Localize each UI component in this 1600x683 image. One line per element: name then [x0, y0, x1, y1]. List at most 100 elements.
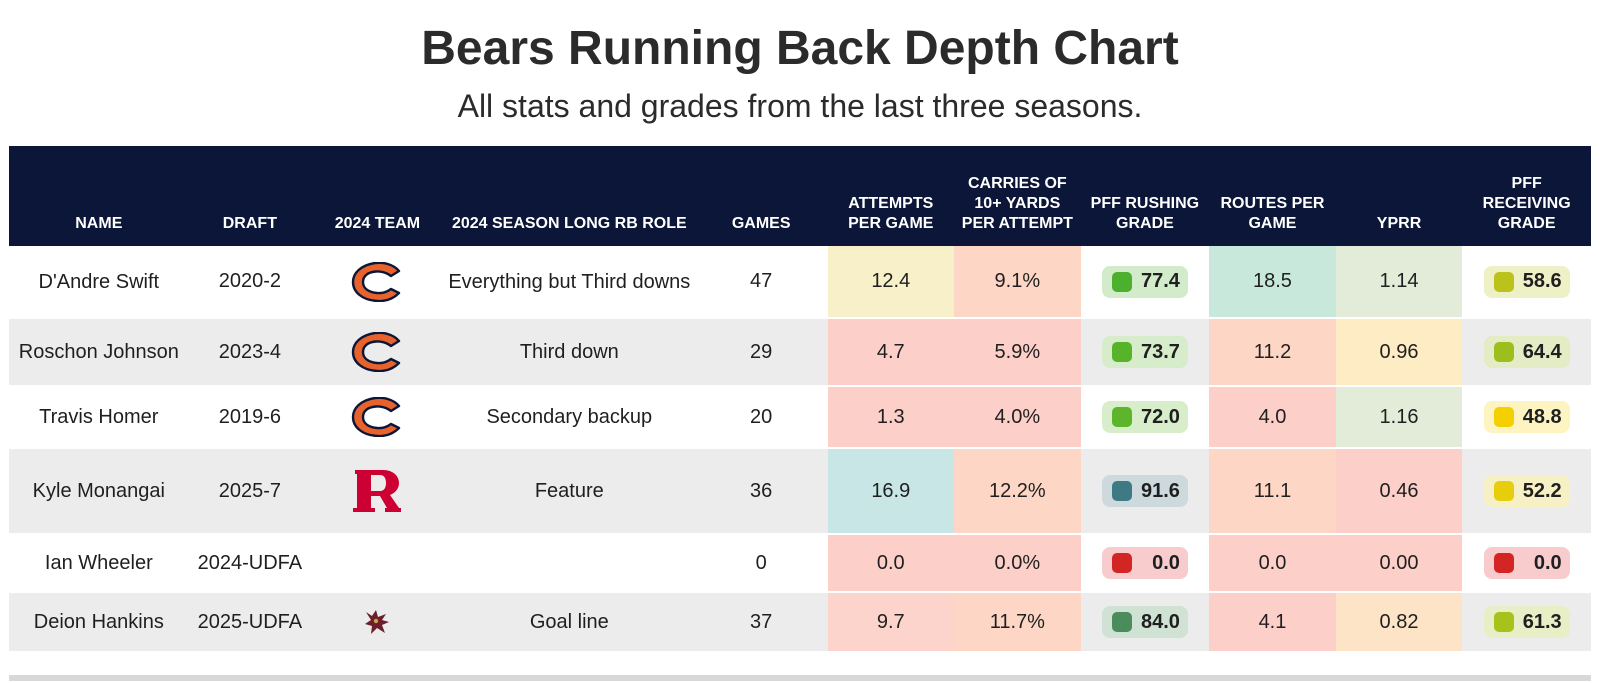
grade-dot: [1111, 407, 1132, 427]
grade-dot: [1493, 481, 1514, 501]
bears-logo-icon: [352, 397, 401, 437]
cell-team: [311, 386, 444, 449]
rutgers-logo-icon: [353, 470, 402, 512]
cell-games: 20: [694, 386, 828, 449]
grade-value: 84.0: [1140, 610, 1180, 633]
cell-attempts-per-game: 12.4: [827, 246, 955, 319]
cell-role: Everything but Third downs: [443, 246, 695, 319]
cell-draft: 2025-7: [188, 448, 312, 535]
cell-yprr: 0.46: [1335, 448, 1463, 535]
header-rushing-grade: PFF RUSHING GRADE: [1080, 146, 1210, 246]
grade-value: 58.6: [1522, 270, 1562, 292]
cell-name: Roschon Johnson: [9, 318, 189, 387]
grade-value: 52.2: [1522, 479, 1562, 502]
cell-games: 0: [694, 534, 828, 593]
header-attempts-per-game: ATTEMPTS PER GAME: [827, 146, 955, 246]
cell-draft: 2024-UDFA: [188, 534, 312, 593]
cell-receiving-grade: 48.8: [1462, 386, 1591, 449]
cell-routes-per-game: 4.0: [1209, 386, 1336, 449]
grade-value: 0.0: [1533, 551, 1562, 574]
grade-dot: [1493, 271, 1514, 292]
cell-carries-10-plus: 0.0%: [954, 534, 1081, 593]
cell-team: [311, 448, 444, 535]
cell-draft: 2025-UDFA: [188, 592, 312, 653]
cell-yprr: 0.96: [1335, 318, 1463, 387]
grade-pill: 84.0: [1101, 606, 1188, 638]
table-row: Ian Wheeler 2024-UDFA 0 0.0 0.0% 0.0 0.0 0.00 0.…: [9, 534, 1591, 593]
grade-pill: 48.8: [1483, 401, 1570, 433]
grade-value: 0.0: [1152, 551, 1180, 574]
cell-role: Feature: [443, 448, 695, 535]
cell-name: Kyle Monangai: [9, 448, 189, 535]
grade-value: 72.0: [1140, 405, 1180, 428]
cell-attempts-per-game: 16.9: [827, 448, 955, 535]
bears-logo-icon: [352, 261, 401, 302]
cell-draft: 2020-2: [188, 246, 312, 319]
texas-state-bobcat-icon: [365, 610, 390, 634]
grade-dot: [1493, 553, 1514, 573]
table-bottom-border: [9, 675, 1591, 681]
cell-team: [311, 592, 444, 653]
cell-receiving-grade: 52.2: [1462, 448, 1591, 535]
cell-name: Travis Homer: [9, 386, 189, 449]
header-routes-per-game: ROUTES PER GAME: [1209, 146, 1336, 246]
grade-pill: 72.0: [1101, 401, 1188, 433]
cell-rushing-grade: 73.7: [1080, 318, 1210, 387]
page-title: Bears Running Back Depth Chart: [421, 22, 1179, 75]
header-receiving-grade: PFF RECEIVING GRADE: [1462, 146, 1591, 246]
cell-routes-per-game: 4.1: [1209, 592, 1336, 653]
cell-attempts-per-game: 4.7: [827, 318, 955, 387]
cell-carries-10-plus: 11.7%: [954, 592, 1081, 653]
grade-pill: 58.6: [1483, 265, 1570, 298]
table-row: Roschon Johnson 2023-4 Third down 29 4.7 5.9%…: [9, 318, 1591, 387]
table-row: D'Andre Swift 2020-2 Everything but Third …: [9, 246, 1591, 319]
cell-routes-per-game: 11.2: [1209, 318, 1336, 387]
cell-yprr: 1.14: [1335, 246, 1463, 319]
header-yprr: YPRR: [1335, 146, 1463, 246]
header-row: NAME DRAFT 2024 TEAM 2024 SEASON LONG RB…: [9, 146, 1591, 246]
grade-pill: 91.6: [1101, 475, 1188, 507]
cell-attempts-per-game: 1.3: [827, 386, 955, 449]
grade-value: 61.3: [1522, 610, 1562, 633]
grade-dot: [1493, 342, 1514, 362]
grade-pill: 0.0: [1101, 547, 1188, 579]
cell-receiving-grade: 0.0: [1462, 534, 1591, 593]
cell-rushing-grade: 0.0: [1080, 534, 1210, 593]
cell-games: 36: [694, 448, 828, 535]
cell-carries-10-plus: 12.2%: [954, 448, 1081, 535]
cell-carries-10-plus: 9.1%: [954, 246, 1081, 319]
header-name: NAME: [9, 146, 189, 246]
grade-value: 91.6: [1140, 479, 1180, 502]
cell-attempts-per-game: 0.0: [827, 534, 955, 593]
cell-receiving-grade: 58.6: [1462, 246, 1591, 319]
page-subtitle: All stats and grades from the last three…: [457, 88, 1143, 124]
table-row: Kyle Monangai 2025-7 Feature 36 16.9 12.2% 91.…: [9, 448, 1591, 535]
grade-dot: [1111, 612, 1132, 632]
cell-carries-10-plus: 5.9%: [954, 318, 1081, 387]
grade-dot: [1111, 342, 1132, 362]
cell-yprr: 1.16: [1335, 386, 1463, 449]
header-role: 2024 SEASON LONG RB ROLE: [443, 146, 695, 246]
grade-value: 73.7: [1140, 340, 1180, 363]
cell-games: 37: [694, 592, 828, 653]
header-carries-10-plus: CARRIES OF 10+ YARDS PER ATTEMPT: [954, 146, 1081, 246]
cell-attempts-per-game: 9.7: [827, 592, 955, 653]
cell-role: [443, 534, 695, 593]
cell-draft: 2019-6: [188, 386, 312, 449]
cell-routes-per-game: 11.1: [1209, 448, 1336, 535]
cell-team: [311, 246, 444, 319]
cell-yprr: 0.82: [1335, 592, 1463, 653]
cell-rushing-grade: 84.0: [1080, 592, 1210, 653]
cell-role: Secondary backup: [443, 386, 695, 449]
cell-yprr: 0.00: [1335, 534, 1463, 593]
cell-role: Goal line: [443, 592, 695, 653]
grade-pill: 73.7: [1101, 336, 1188, 368]
cell-carries-10-plus: 4.0%: [954, 386, 1081, 449]
cell-routes-per-game: 18.5: [1209, 246, 1336, 319]
cell-receiving-grade: 64.4: [1462, 318, 1591, 387]
header-team: 2024 TEAM: [311, 146, 444, 246]
grade-pill: 0.0: [1483, 547, 1570, 579]
grade-dot: [1111, 481, 1132, 501]
table-row: Deion Hankins 2025-UDFA Goal line 37 9.7 11.7…: [9, 592, 1591, 653]
grade-value: 77.4: [1140, 270, 1180, 292]
